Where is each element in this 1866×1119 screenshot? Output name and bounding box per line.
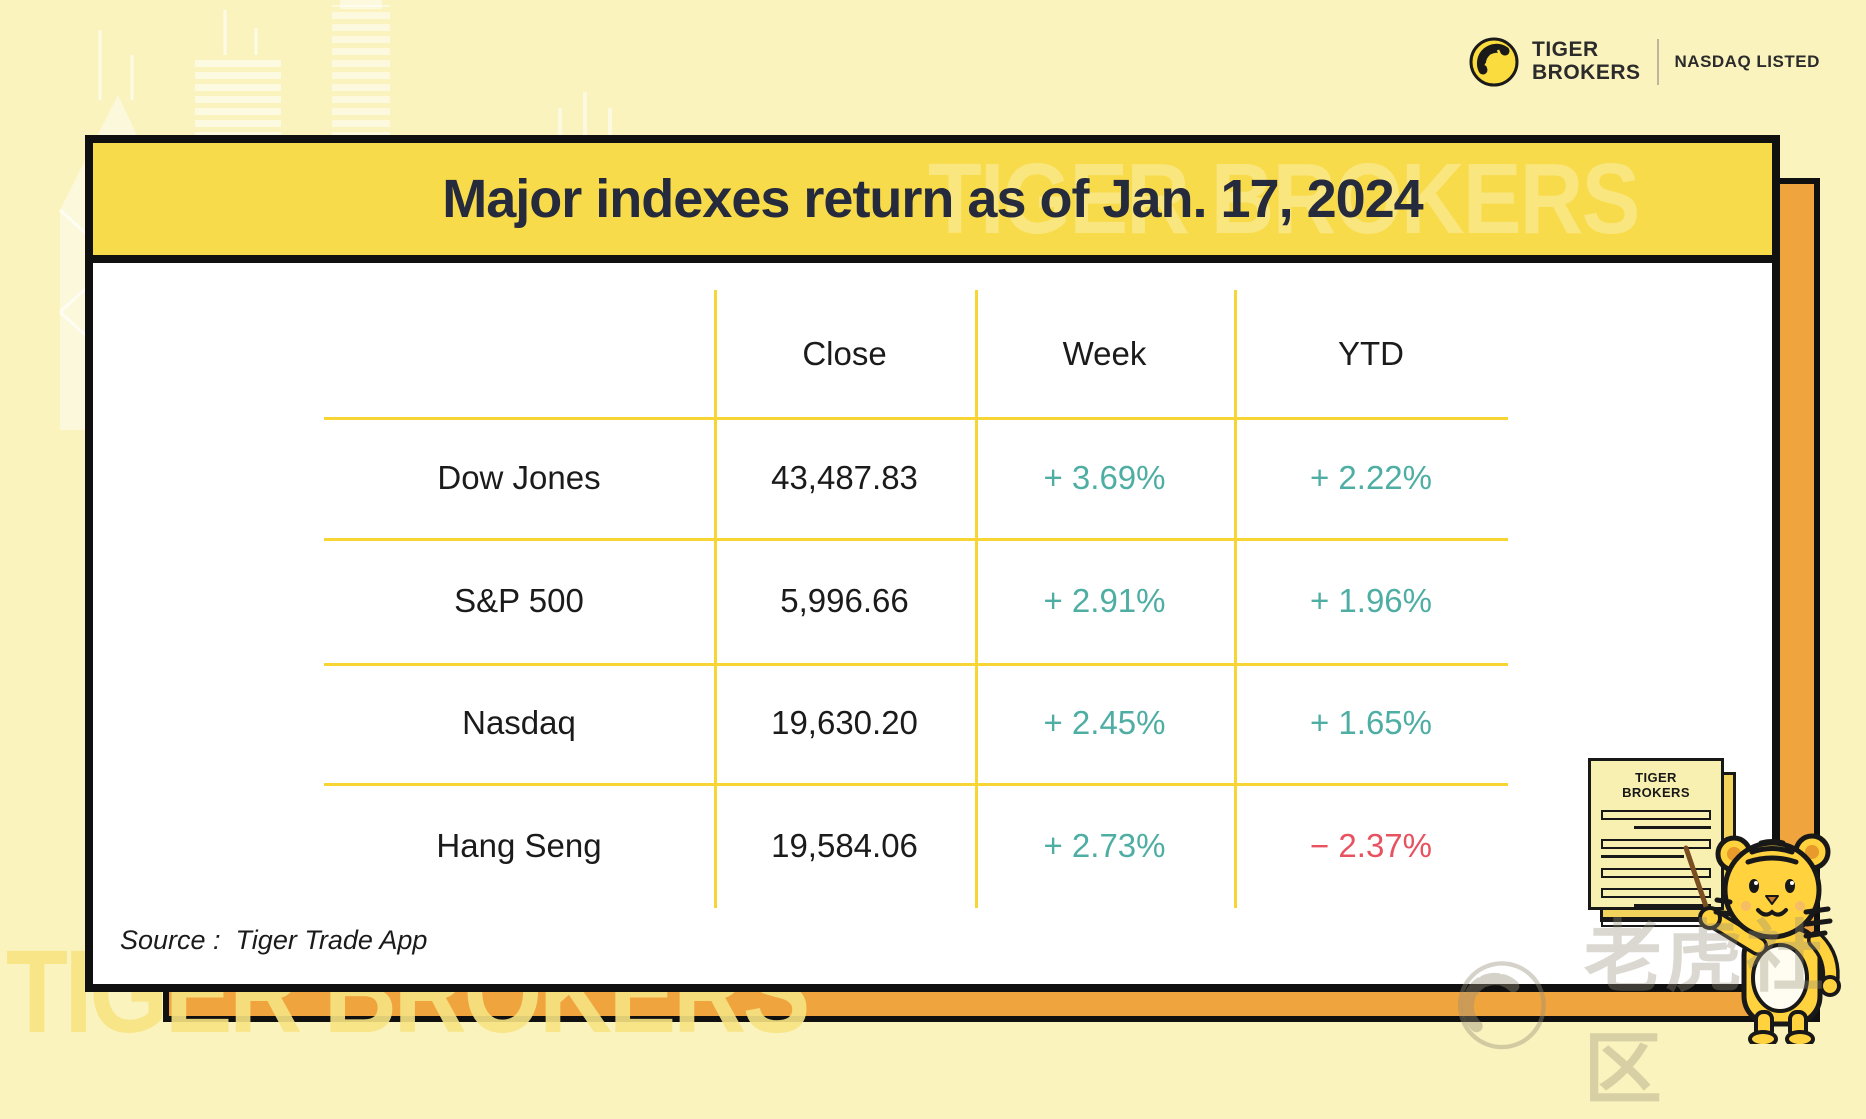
column-header-week: Week xyxy=(1062,334,1147,372)
table-row-line xyxy=(324,783,1508,786)
ytd-value: + 1.65% xyxy=(1309,704,1432,741)
document-text-bar xyxy=(1601,810,1711,820)
index-returns-table: Close Week YTD Dow Jones 43,487.83 + 3.6… xyxy=(324,290,1508,908)
column-header-close: Close xyxy=(802,334,887,372)
week-value: + 2.45% xyxy=(1043,704,1166,741)
title-ghost-watermark: TIGER BROKERS xyxy=(928,143,1640,255)
table-column-line xyxy=(714,290,717,908)
document-text-line xyxy=(1634,826,1711,829)
document-text-bar xyxy=(1601,868,1711,878)
close-value: 19,630.20 xyxy=(771,704,918,741)
index-returns-card: TIGER BROKERS Major indexes return as of… xyxy=(85,135,1780,992)
week-value: + 2.73% xyxy=(1043,826,1166,864)
close-value: 5,996.66 xyxy=(780,581,909,619)
brand-divider xyxy=(1656,39,1659,85)
ytd-value: + 2.22% xyxy=(1309,458,1432,496)
row-label: Hang Seng xyxy=(436,826,602,864)
week-value: + 2.91% xyxy=(1043,581,1166,619)
table-column-line xyxy=(1234,290,1237,908)
close-value: 43,487.83 xyxy=(771,458,918,496)
close-value: 19,584.06 xyxy=(771,826,918,864)
tiger-brokers-logo-icon xyxy=(1469,37,1519,87)
column-header-ytd: YTD xyxy=(1338,334,1404,372)
row-label: Dow Jones xyxy=(437,458,601,496)
table-column-line xyxy=(975,290,978,908)
tiger-mascot-illustration xyxy=(1683,833,1841,1044)
document-title: TIGER BROKERS xyxy=(1622,770,1690,800)
card-title-bar: TIGER BROKERS Major indexes return as of… xyxy=(93,143,1772,263)
brand-name: TIGER BROKERS xyxy=(1532,39,1641,84)
source-note: Source : Tiger Trade App xyxy=(120,925,428,955)
brand-name-line2: BROKERS xyxy=(1532,61,1641,84)
document-text-bar xyxy=(1601,839,1711,849)
nasdaq-listed-label: NASDAQ LISTED xyxy=(1674,52,1820,71)
week-value: + 3.69% xyxy=(1043,458,1166,496)
table-corner-cell xyxy=(324,290,714,417)
infographic-page: { "brand": { "line1": "TIGER", "line2": … xyxy=(6,0,1841,1113)
brand-header: TIGER BROKERS NASDAQ LISTED xyxy=(1468,36,1820,88)
table-row-line xyxy=(324,417,1508,420)
ytd-value: + 1.96% xyxy=(1309,581,1432,619)
row-label: Nasdaq xyxy=(462,704,576,741)
document-front-page: TIGER BROKERS xyxy=(1588,758,1724,927)
card-body: Close Week YTD Dow Jones 43,487.83 + 3.6… xyxy=(93,263,1772,984)
document-text-bar xyxy=(1601,888,1711,898)
table-row-line xyxy=(324,538,1508,541)
page-title: Major indexes return as of Jan. 17, 2024 xyxy=(442,169,1423,229)
brand-name-line1: TIGER xyxy=(1532,38,1599,62)
document-text-line xyxy=(1634,904,1711,907)
table-row-line xyxy=(324,663,1508,666)
ytd-value: − 2.37% xyxy=(1309,826,1432,864)
row-label: S&P 500 xyxy=(454,581,584,619)
document-text-line xyxy=(1601,855,1684,858)
